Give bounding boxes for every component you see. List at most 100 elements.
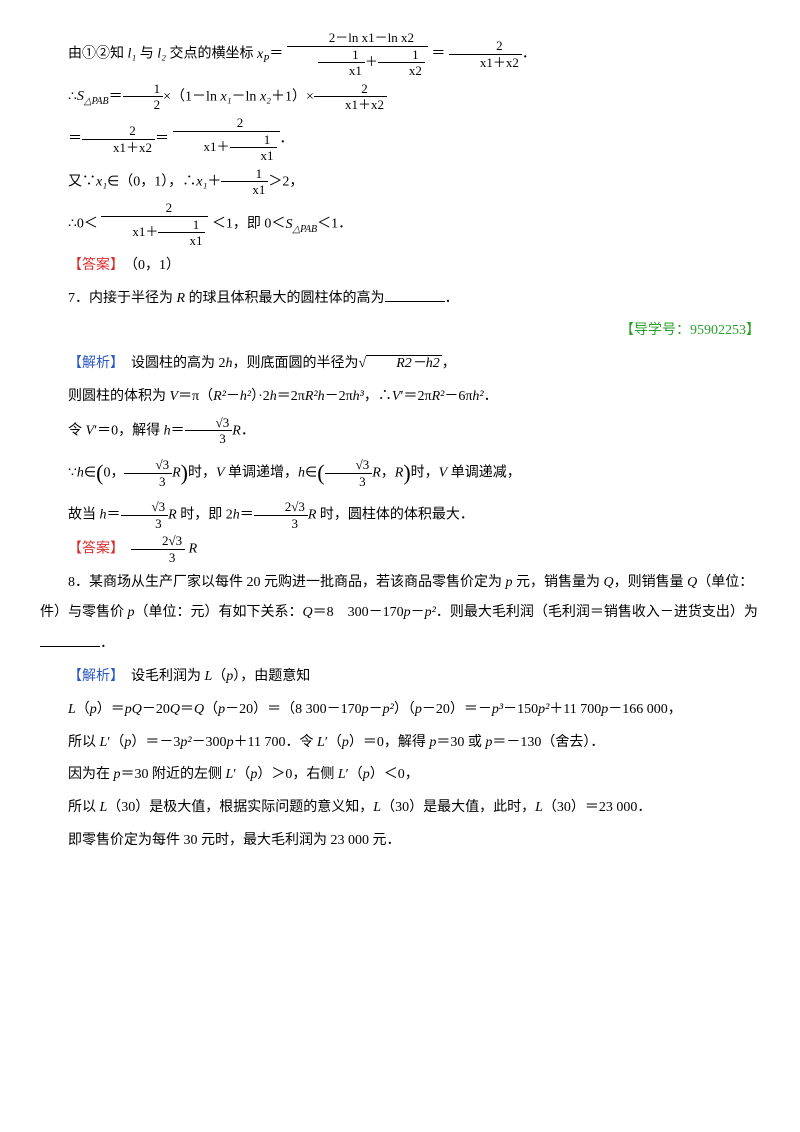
text: 设毛利润为 — [131, 669, 205, 684]
fraction-sqrt3: √33 — [185, 415, 233, 447]
solution-8-line1: 【解析】 设毛利润为 L（p），由题意知 — [40, 662, 760, 693]
numerator: 2－ln x1－ln x2 — [287, 30, 428, 47]
period: ． — [484, 389, 498, 404]
text: －150 — [503, 702, 538, 717]
text: ＋11 700．令 — [234, 735, 317, 750]
fraction-3: 2x1＋x2 — [314, 81, 387, 113]
answer-2: 【答案】 2√33 R — [40, 533, 760, 565]
text: 设圆柱的高为 2 — [131, 356, 226, 371]
solution-line-simplify: ＝2x1＋x2＝ 2 x1＋1x1 ． — [40, 115, 760, 164]
text: 时， — [188, 465, 216, 480]
solution-line-conclusion: ∴0＜ 2 x1＋1x1 ＜1，即 0＜S△PAB＜1． — [40, 200, 760, 249]
var-xp: xP — [257, 47, 269, 62]
var-h: h — [233, 508, 240, 523]
eq: ＝ — [107, 508, 121, 523]
text: ）（ — [394, 702, 415, 717]
fraction-4: 2x1＋x2 — [82, 123, 155, 155]
var-Q: Q — [687, 575, 697, 590]
var-Q: Q — [604, 575, 614, 590]
eq: ＝ — [171, 423, 185, 438]
fraction-2: 2x1＋x2 — [449, 38, 522, 70]
var-R: R — [168, 508, 177, 523]
solution-7-line1: 【解析】 设圆柱的高为 2h，则底面圆的半径为R2－h2， — [40, 349, 760, 380]
var-h: h — [298, 465, 305, 480]
period: ． — [280, 132, 294, 147]
text: 令 — [68, 423, 86, 438]
period: ． — [522, 47, 536, 62]
text: －20 — [142, 702, 170, 717]
text: 单调递减， — [447, 465, 521, 480]
text: ，则底面圆的半径为 — [233, 356, 359, 371]
text: 8．某商场从生产厂家以每件 20 元购进一批商品，若该商品零售价定为 — [68, 575, 506, 590]
big-fraction-1: 2－ln x1－ln x2 1x1＋1x2 — [287, 30, 428, 79]
solution-line-xp: 由①②知 l₁ 与 l₂ 交点的横坐标 xP＝ 2－ln x1－ln x2 1x… — [40, 30, 760, 79]
var-R: R — [372, 465, 381, 480]
answer-fraction: 2√33 — [131, 533, 185, 565]
text: 即零售价定为每件 30 元时，最大毛利润为 23 000 元． — [68, 833, 401, 848]
var-Q: Q — [303, 605, 313, 620]
blank — [385, 287, 445, 302]
fraction: √33 — [325, 457, 373, 489]
var-spab: S△PAB — [77, 89, 109, 104]
period: ． — [241, 423, 255, 438]
text: 7．内接于半径为 — [68, 291, 177, 306]
text: ＝－130（舍去）． — [492, 735, 604, 750]
var-h: h — [270, 389, 277, 404]
var-V: V — [86, 423, 95, 438]
half: 12 — [123, 81, 164, 113]
solution-7-line5: 故当 h＝√33R 时，即 2h＝2√33R 时，圆柱体的体积最大． — [40, 499, 760, 531]
eq: ＝ — [180, 702, 194, 717]
var-R: R — [232, 423, 241, 438]
text: ∴0＜ — [68, 217, 98, 232]
text: ）·2 — [251, 389, 270, 404]
text: 由①②知 — [68, 47, 128, 62]
var-p: p — [342, 735, 349, 750]
text: ′（ — [325, 735, 342, 750]
solution-line-because: 又∵x₁∈（0，1），∴x₁＋1x1＞2， — [40, 166, 760, 198]
var-V: V — [170, 389, 179, 404]
solution-7-line2: 则圆柱的体积为 V＝π（R²－h²）·2h＝2πR²h－2πh³，∴V′＝2πR… — [40, 382, 760, 413]
eq: ＝ — [269, 47, 283, 62]
var-p: p — [90, 702, 97, 717]
eq: ＝ — [109, 89, 123, 104]
text: （30）＝23 000． — [543, 800, 652, 815]
var-h3: h³ — [353, 389, 364, 404]
var-pQ: pQ — [125, 702, 142, 717]
answer-1: 【答案】 （0，1） — [40, 251, 760, 282]
eq: ＝ — [431, 47, 445, 62]
answer-value: （0，1） — [131, 258, 180, 273]
text: ＜1． — [317, 217, 352, 232]
because: ∵ — [68, 465, 77, 480]
because: 又∵ — [68, 174, 96, 189]
fraction: √33 — [121, 499, 169, 531]
answer-label: 【答案】 — [68, 258, 117, 273]
analysis-label: 【解析】 — [68, 669, 117, 684]
paren: （ — [204, 702, 218, 717]
var-h2: h² — [472, 389, 483, 404]
text: 与 — [136, 47, 157, 62]
answer-suffix: R — [185, 542, 197, 557]
text: ），由题意知 — [233, 669, 310, 684]
fraction-5: 2 x1＋1x1 — [173, 115, 280, 164]
text: 元，销售量为 — [513, 575, 604, 590]
var-p: p — [404, 605, 411, 620]
text: ＋1）× — [271, 89, 314, 104]
plus: ＋ — [207, 174, 221, 189]
var-p: p — [362, 702, 369, 717]
solution-7-line3: 令 V′＝0，解得 h＝√33R． — [40, 415, 760, 447]
fraction: √33 — [124, 457, 172, 489]
fraction-6: 1x1 — [221, 166, 268, 198]
var-p: p — [506, 575, 513, 590]
answer-label: 【答案】 — [68, 542, 117, 557]
minus: － — [226, 389, 240, 404]
period: ． — [445, 291, 459, 306]
var-L: L — [535, 800, 543, 815]
text: 因为在 — [68, 767, 114, 782]
text: ＝π（ — [178, 389, 213, 404]
sqrt-expr: R2－h2 — [366, 355, 442, 373]
paren-open: ( — [317, 460, 324, 485]
text: ′（ — [346, 767, 363, 782]
text: ，则销售量 — [614, 575, 688, 590]
paren-open: ( — [96, 460, 103, 485]
solution-8-line6: 即零售价定为每件 30 元时，最大毛利润为 23 000 元． — [40, 826, 760, 857]
